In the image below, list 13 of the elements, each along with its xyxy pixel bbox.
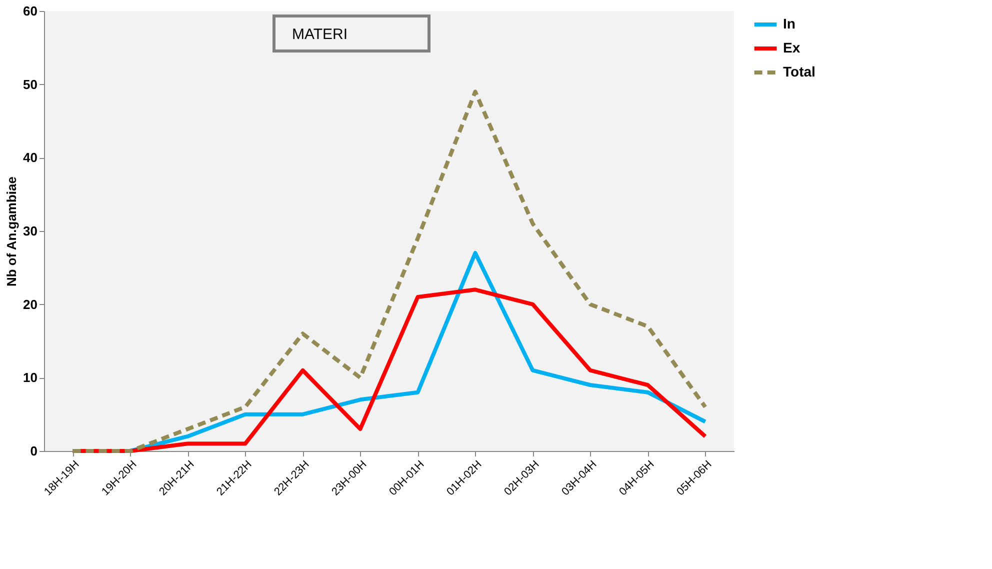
y-tick-label: 30 [23,224,38,238]
y-tick-label: 40 [23,150,38,166]
legend-label: In [783,16,796,32]
legend-label: Ex [783,40,800,56]
annotation: MATERI [292,26,348,43]
y-tick-label: 20 [23,296,38,312]
y-tick-label: 60 [23,4,38,18]
y-tick-label: 10 [23,370,38,386]
legend-label: Total [783,64,816,80]
y-tick-label: 50 [23,76,38,92]
y-tick-label: 0 [30,444,38,458]
line-series [70,90,708,453]
y-axis-title: Nb of An.gambiae [4,176,20,287]
